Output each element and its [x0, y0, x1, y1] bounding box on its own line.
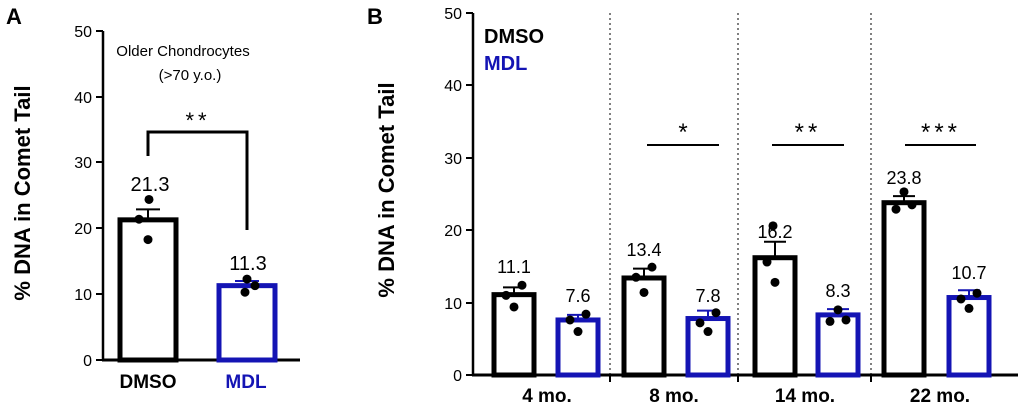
panel-a-subtitle: (>70 y.o.) [159, 67, 222, 84]
panel-b-point-mdl [964, 303, 974, 313]
panel-b-point-dmso [647, 262, 657, 272]
panel-b-point-mdl [972, 288, 982, 298]
panel-b-bar-dmso-22mo [881, 200, 927, 378]
panel-a-significance-bracket [146, 130, 249, 230]
panel-b-value-label-mdl: 7.8 [695, 286, 720, 306]
panel-a: A % DNA in Comet Tail Older Chondrocytes… [6, 4, 300, 393]
panel-b-bar-mdl-14mo [815, 312, 861, 378]
panel-b-value-label-mdl: 8.3 [825, 281, 850, 301]
panel-a-ticks: 0 10 20 30 40 50 [74, 24, 103, 370]
panel-a-point-mdl [242, 274, 252, 284]
panel-b-point-dmso [639, 287, 649, 297]
panel-b-point-dmso [768, 221, 778, 231]
panel-b-point-dmso [891, 204, 901, 214]
panel-a-value-label-mdl: 11.3 [229, 253, 266, 275]
panel-a-significance-label: ** [185, 108, 210, 133]
panel-a-title: Older Chondrocytes [116, 43, 249, 60]
panel-b-legend-dmso: DMSO [484, 26, 544, 48]
panel-b-value-label-dmso: 11.1 [497, 257, 531, 277]
panel-b-y-tick-label: 0 [453, 368, 462, 385]
panel-a-point-dmso [143, 235, 153, 245]
panel-a-label: A [6, 4, 22, 29]
panel-a-y-tick-label: 50 [74, 24, 92, 41]
panel-b-significance-label-14mo: ** [795, 119, 822, 146]
panel-b-label: B [367, 4, 383, 29]
panel-a-y-tick-label: 20 [74, 221, 92, 238]
panel-b-y-tick-label: 10 [444, 296, 462, 313]
panel-a-y-axis-label: % DNA in Comet Tail [10, 85, 35, 300]
panel-b-legend-mdl: MDL [484, 53, 527, 75]
panel-b-point-mdl [703, 327, 713, 337]
panel-b-significance-label-8mo: * [678, 119, 687, 146]
panel-b-point-dmso [631, 272, 641, 282]
panel-a-value-label-dmso: 21.3 [131, 174, 170, 196]
panel-b-y-axis-label: % DNA in Comet Tail [374, 82, 399, 297]
panel-a-point-dmso [134, 214, 144, 224]
panel-b-point-dmso [899, 187, 909, 197]
panel-b-value-label-dmso: 16.2 [757, 222, 792, 242]
panel-b-point-mdl [573, 327, 583, 337]
panel-b-value-label-mdl: 10.7 [951, 263, 986, 283]
panel-a-point-mdl [250, 281, 260, 291]
panel-b-value-label-dmso: 23.8 [886, 168, 921, 188]
panel-b-x-label: 14 mo. [775, 386, 835, 407]
panel-b-point-mdl [711, 308, 721, 318]
panel-b-point-dmso [501, 290, 511, 300]
panel-a-x-label-mdl: MDL [225, 372, 267, 393]
panel-a-bar-mdl [216, 283, 278, 363]
panel-b-point-mdl [695, 318, 705, 328]
panel-a-point-dmso [144, 194, 154, 204]
panel-b-point-dmso [509, 302, 519, 312]
panel-b-point-dmso [907, 200, 917, 210]
panel-b-point-mdl [833, 305, 843, 315]
panel-b-x-label: 4 mo. [522, 386, 572, 407]
panel-b: B % DNA in Comet Tail 0 10 20 30 40 50 D… [367, 4, 1018, 407]
panel-b-x-label: 8 mo. [649, 386, 699, 407]
panel-b-point-mdl [956, 294, 966, 304]
panel-b-point-mdl [581, 309, 591, 319]
panel-b-value-label-mdl: 7.6 [565, 286, 590, 306]
panel-b-point-dmso [517, 280, 527, 290]
panel-b-value-label-dmso: 13.4 [626, 240, 661, 260]
panel-b-point-mdl [841, 315, 851, 325]
panel-b-ticks: 0 10 20 30 40 50 [444, 6, 872, 385]
panel-a-y-tick-label: 30 [74, 155, 92, 172]
panel-b-bar-dmso-14mo [752, 255, 798, 378]
panel-b-point-mdl [825, 316, 835, 326]
panel-a-y-tick-label: 0 [83, 353, 92, 370]
panel-a-x-label-dmso: DMSO [120, 372, 177, 393]
panel-b-significance-label-22mo: *** [921, 119, 961, 146]
panel-b-point-dmso [762, 257, 772, 267]
panel-a-y-tick-label: 40 [74, 90, 92, 107]
panel-b-y-tick-label: 40 [444, 78, 462, 95]
panel-b-bar-mdl-8mo [685, 316, 731, 378]
panel-b-point-mdl [565, 315, 575, 325]
panel-b-y-tick-label: 30 [444, 151, 462, 168]
panel-b-y-tick-label: 50 [444, 6, 462, 23]
panel-b-point-dmso [770, 277, 780, 287]
panel-a-y-tick-label: 10 [74, 287, 92, 304]
panel-b-y-tick-label: 20 [444, 223, 462, 240]
panel-b-x-label: 22 mo. [910, 386, 970, 407]
panel-a-point-mdl [240, 287, 250, 297]
